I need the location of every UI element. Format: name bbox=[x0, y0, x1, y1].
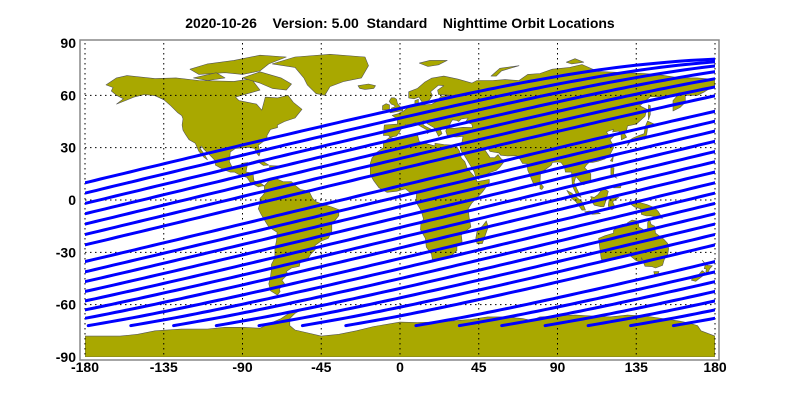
orbit-track bbox=[761, 57, 800, 325]
x-tick-label: 45 bbox=[471, 359, 487, 375]
x-tick-label: -135 bbox=[150, 359, 178, 375]
orbit-track bbox=[85, 60, 715, 195]
orbit-track bbox=[85, 119, 715, 274]
orbit-track bbox=[85, 85, 715, 237]
landmass-sakhalin bbox=[647, 104, 651, 121]
landmass-severnaya-zemlya bbox=[565, 58, 585, 65]
landmass-eurasia bbox=[383, 64, 715, 198]
y-tick-label: 30 bbox=[60, 140, 76, 156]
x-tick-label: 180 bbox=[703, 359, 727, 375]
map-title: 2020-10-26 Version: 5.00 Standard Nightt… bbox=[185, 15, 615, 31]
x-tick-label: 135 bbox=[625, 359, 649, 375]
orbit-track bbox=[85, 129, 715, 284]
x-tick-label: -90 bbox=[232, 359, 252, 375]
orbit-track bbox=[172, 201, 715, 328]
landmass-ireland bbox=[382, 103, 390, 111]
orbit-track bbox=[257, 222, 715, 328]
landmass-victoria-island bbox=[193, 72, 226, 81]
orbit-track bbox=[85, 77, 715, 226]
orbit-track bbox=[718, 57, 800, 325]
orbit-track bbox=[214, 212, 715, 328]
orbit-track bbox=[85, 64, 715, 205]
orbit-track bbox=[85, 57, 715, 185]
y-tick-label: -30 bbox=[56, 244, 76, 260]
landmass-iceland bbox=[357, 83, 376, 90]
orbit-track bbox=[300, 232, 715, 328]
orbit-track bbox=[457, 270, 715, 328]
landmass-svalbard bbox=[418, 60, 448, 67]
landmass-greenland bbox=[271, 53, 369, 96]
y-axis-ticks: 90 60 30 0 -30 -60 -90 bbox=[56, 35, 76, 365]
y-tick-label: 90 bbox=[60, 35, 76, 51]
y-tick-label: 0 bbox=[68, 192, 76, 208]
landmass-novaya-zemlya bbox=[490, 65, 520, 77]
y-tick-label: -60 bbox=[56, 297, 76, 313]
landmass-baffin-island bbox=[242, 71, 292, 91]
x-tick-label: 90 bbox=[550, 359, 566, 375]
landmass-taiwan bbox=[610, 156, 614, 162]
y-tick-label: 60 bbox=[60, 87, 76, 103]
orbit-track bbox=[85, 170, 715, 320]
y-tick-label: -90 bbox=[56, 349, 76, 365]
orbit-track bbox=[86, 181, 715, 328]
x-axis-ticks: -180 -135 -90 -45 0 45 90 135 180 bbox=[71, 359, 727, 375]
orbit-track bbox=[129, 191, 715, 328]
x-tick-label: -180 bbox=[71, 359, 99, 375]
orbit-track bbox=[344, 243, 715, 328]
orbit-track bbox=[85, 150, 715, 303]
landmass-africa bbox=[369, 134, 490, 261]
orbit-track bbox=[85, 160, 715, 312]
orbit-track bbox=[414, 260, 715, 328]
orbit-track bbox=[85, 109, 715, 264]
orbit-track bbox=[85, 139, 715, 293]
orbit-track bbox=[85, 70, 715, 216]
orbit-track bbox=[85, 94, 715, 247]
orbit-tracks bbox=[85, 57, 800, 328]
x-tick-label: -45 bbox=[311, 359, 331, 375]
x-tick-label: 0 bbox=[396, 359, 404, 375]
